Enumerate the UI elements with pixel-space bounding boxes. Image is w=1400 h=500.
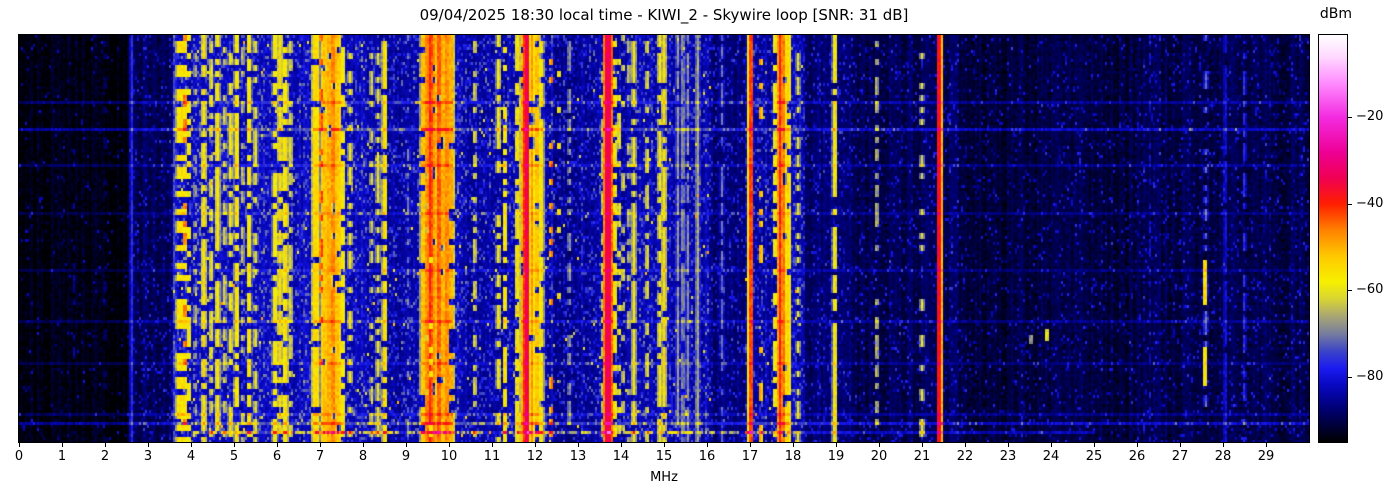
colorbar-tick-label: −20 — [1356, 109, 1384, 125]
x-axis-tick-label: 12 — [526, 449, 544, 464]
x-axis-tick-label: 4 — [186, 449, 196, 464]
colorbar-tick — [1348, 117, 1352, 119]
x-axis-tick — [62, 443, 63, 447]
plot-title: 09/04/2025 18:30 local time - KIWI_2 - S… — [419, 6, 909, 24]
colorbar — [1318, 34, 1348, 443]
x-axis-tick — [1180, 443, 1181, 447]
x-axis-tick-label: 14 — [612, 449, 630, 464]
x-axis-tick-label: 29 — [1257, 449, 1275, 464]
colorbar-tick-label: −60 — [1356, 282, 1384, 298]
x-axis-tick — [320, 443, 321, 447]
x-axis-tick-label: 10 — [440, 449, 458, 464]
x-axis-tick — [191, 443, 192, 447]
x-axis-tick-label: 20 — [870, 449, 888, 464]
colorbar-tick-label: −80 — [1356, 369, 1384, 385]
x-axis-tick — [578, 443, 579, 447]
x-axis-tick — [879, 443, 880, 447]
x-axis-tick-label: 27 — [1171, 449, 1189, 464]
x-axis-tick-label: 11 — [483, 449, 501, 464]
x-axis-tick-label: 28 — [1214, 449, 1232, 464]
x-axis-tick-label: 23 — [999, 449, 1017, 464]
x-axis-tick-label: 6 — [272, 449, 282, 464]
x-axis-tick — [621, 443, 622, 447]
x-axis-tick — [449, 443, 450, 447]
colorbar-tick — [1348, 290, 1352, 292]
colorbar-unit-label: dBm — [1319, 6, 1353, 22]
x-axis-tick — [1137, 443, 1138, 447]
spectrogram-canvas — [19, 35, 1309, 442]
x-axis-tick — [535, 443, 536, 447]
plot-frame — [18, 34, 1310, 443]
x-axis-tick — [148, 443, 149, 447]
x-axis-tick-label: 8 — [358, 449, 368, 464]
x-axis-tick — [1008, 443, 1009, 447]
x-axis-tick — [363, 443, 364, 447]
x-axis-tick-label: 3 — [143, 449, 153, 464]
colorbar-tick-label: −40 — [1356, 195, 1384, 211]
x-axis-tick-label: 2 — [100, 449, 110, 464]
x-axis-tick — [1223, 443, 1224, 447]
x-axis-tick-label: 0 — [14, 449, 24, 464]
x-axis-tick-label: 7 — [315, 449, 325, 464]
x-axis-tick — [277, 443, 278, 447]
x-axis-tick — [19, 443, 20, 447]
x-axis-tick — [965, 443, 966, 447]
x-axis-tick — [707, 443, 708, 447]
x-axis-tick-label: 16 — [698, 449, 716, 464]
x-axis-tick-label: 13 — [569, 449, 587, 464]
x-axis-tick — [1266, 443, 1267, 447]
colorbar-gradient — [1319, 35, 1347, 442]
x-axis-tick-label: 9 — [401, 449, 411, 464]
x-axis-tick-label: 1 — [57, 449, 67, 464]
x-axis-label: MHz — [650, 470, 678, 485]
x-axis-tick — [105, 443, 106, 447]
x-axis-tick-label: 17 — [741, 449, 759, 464]
x-axis-tick-label: 19 — [827, 449, 845, 464]
x-axis-tick-label: 18 — [784, 449, 802, 464]
x-axis-tick-label: 24 — [1042, 449, 1060, 464]
x-axis-tick — [234, 443, 235, 447]
x-axis-tick — [922, 443, 923, 447]
x-axis-tick — [406, 443, 407, 447]
x-axis-tick — [1051, 443, 1052, 447]
x-axis-tick-label: 15 — [655, 449, 673, 464]
x-axis-tick — [750, 443, 751, 447]
x-axis-tick-label: 25 — [1085, 449, 1103, 464]
colorbar-tick — [1348, 377, 1352, 379]
x-axis-tick-label: 26 — [1128, 449, 1146, 464]
colorbar-tick — [1348, 203, 1352, 205]
x-axis-tick — [664, 443, 665, 447]
x-axis-tick — [793, 443, 794, 447]
x-axis-tick — [492, 443, 493, 447]
x-axis-tick-label: 21 — [913, 449, 931, 464]
x-axis-tick-label: 22 — [956, 449, 974, 464]
x-axis-tick-label: 5 — [229, 449, 239, 464]
x-axis-tick — [836, 443, 837, 447]
x-axis-tick — [1094, 443, 1095, 447]
